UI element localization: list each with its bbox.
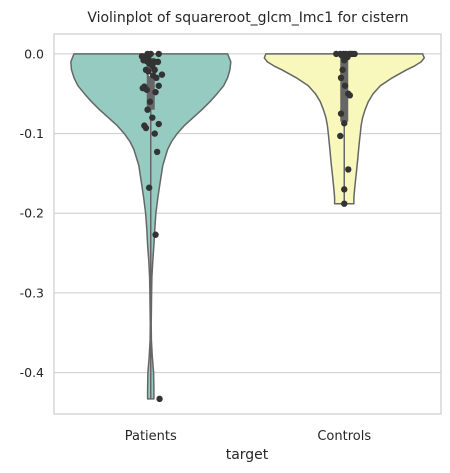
- point-patients-17: [143, 86, 150, 93]
- y-tick-label-2: -0.2: [20, 206, 44, 221]
- plot-frame: [53, 33, 442, 415]
- y-tick-label-0: 0.0: [24, 46, 44, 61]
- point-patients-32: [144, 50, 151, 58]
- point-controls-16: [341, 120, 348, 127]
- y-tick-labels: 0.0 -0.1 -0.2 -0.3 -0.4: [20, 46, 44, 380]
- point-controls-19: [341, 186, 348, 193]
- point-patients-33: [155, 50, 162, 58]
- x-axis-label: target: [226, 447, 269, 463]
- strip-points: [138, 50, 358, 403]
- point-patients-29: [156, 395, 163, 403]
- point-patients-31: [151, 58, 158, 66]
- point-patients-28: [152, 231, 159, 238]
- point-controls-17: [337, 132, 344, 140]
- y-tick-label-3: -0.3: [20, 285, 44, 300]
- point-controls-15: [337, 110, 345, 117]
- point-controls-7: [338, 52, 346, 59]
- point-controls-21: [347, 50, 354, 58]
- point-patients-13: [158, 71, 166, 78]
- point-patients-20: [144, 106, 151, 113]
- point-controls-9: [341, 57, 348, 64]
- point-controls-18: [345, 166, 352, 173]
- y-tick-label-1: -0.1: [20, 126, 44, 141]
- point-patients-21: [149, 114, 156, 121]
- point-patients-10: [145, 68, 152, 75]
- point-controls-10: [339, 66, 346, 74]
- point-patients-24: [142, 124, 150, 132]
- point-controls-11: [337, 74, 345, 82]
- point-controls-12: [341, 82, 349, 89]
- point-patients-14: [155, 82, 162, 89]
- point-patients-18: [152, 88, 159, 96]
- point-patients-34: [138, 53, 146, 60]
- point-patients-25: [151, 130, 158, 137]
- point-patients-12: [153, 74, 160, 82]
- point-controls-20: [341, 200, 348, 207]
- chart-title: Violinplot of squareroot_glcm_Imc1 for c…: [87, 10, 408, 26]
- point-patients-22: [155, 120, 162, 128]
- point-patients-19: [146, 98, 154, 105]
- iqr-box-patients: [146, 57, 155, 110]
- point-controls-14: [346, 92, 354, 99]
- x-tick-label-controls: Controls: [317, 429, 371, 444]
- x-tick-labels: Patients Controls: [125, 429, 372, 444]
- point-patients-8: [151, 66, 158, 74]
- point-patients-26: [153, 148, 161, 156]
- x-tick-label-patients: Patients: [125, 429, 177, 444]
- y-tick-label-4: -0.4: [20, 365, 44, 380]
- point-patients-27: [145, 184, 153, 191]
